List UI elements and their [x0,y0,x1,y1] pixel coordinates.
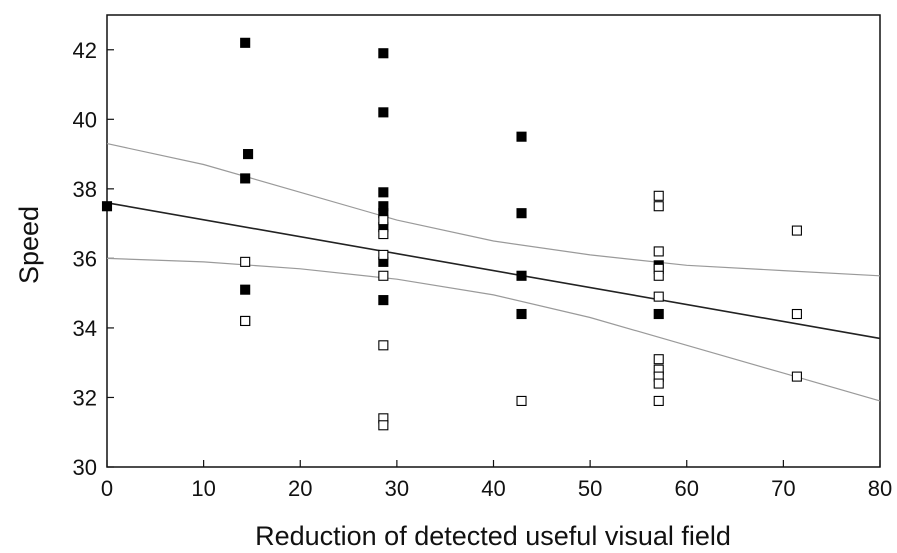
open-square-point [378,340,389,351]
filled-square-point [378,295,389,306]
open-square-point [653,190,664,201]
open-square-point [516,395,527,406]
open-square-point [378,215,389,226]
y-tick-label: 42 [73,38,97,63]
y-axis-title: Speed [14,206,44,284]
filled-square-point [378,187,389,198]
confidence-lower-line [106,257,881,402]
x-tick-label: 30 [385,476,409,501]
open-square-point [791,371,802,382]
y-tick-label: 36 [73,246,97,271]
filled-square-point [653,308,664,320]
filled-square-point [378,48,389,59]
open-square-point [653,378,664,389]
filled-square-point [378,107,389,118]
open-square-point [240,315,251,327]
y-tick-label: 30 [73,455,97,480]
filled-square-point [240,173,251,184]
confidence-upper-line [106,143,881,277]
open-square-point [791,225,802,236]
open-square-point [791,308,802,320]
x-tick-label: 60 [675,476,699,501]
open-square-point [378,420,389,431]
open-square-point [653,246,664,257]
x-tick-label: 80 [868,476,892,501]
open-square-point [378,228,389,240]
x-tick-label: 10 [191,476,215,501]
open-square-point [378,249,389,260]
filled-square-point [516,208,527,219]
x-tick-label: 50 [578,476,602,501]
filled-square-point [240,37,251,48]
open-square-point [653,395,664,406]
y-tick-label: 40 [73,107,97,132]
filled-square-point [516,270,527,281]
x-tick-label: 70 [771,476,795,501]
fit-lines [106,143,881,402]
open-square-point [653,291,664,302]
y-tick-label: 34 [73,316,97,341]
y-tick-label: 32 [73,385,97,410]
filled-square-point [243,149,254,160]
open-square-point [653,201,664,212]
x-axis-title: Reduction of detected useful visual fiel… [255,521,731,551]
x-axis: 0 10 20 30 40 50 60 70 80 [101,460,892,501]
filled-square-point [240,284,251,295]
x-tick-label: 0 [101,476,113,501]
x-tick-label: 40 [481,476,505,501]
filled-square-point [101,201,113,212]
regression-line [106,202,881,340]
open-square-point [240,256,251,267]
open-square-point [653,270,664,281]
x-tick-label: 20 [288,476,312,501]
filled-square-point [516,131,527,142]
open-square-point [653,354,664,365]
filled-square-point [516,308,527,320]
data-points [101,37,802,431]
open-square-point [378,270,389,281]
y-tick-label: 38 [73,177,97,202]
